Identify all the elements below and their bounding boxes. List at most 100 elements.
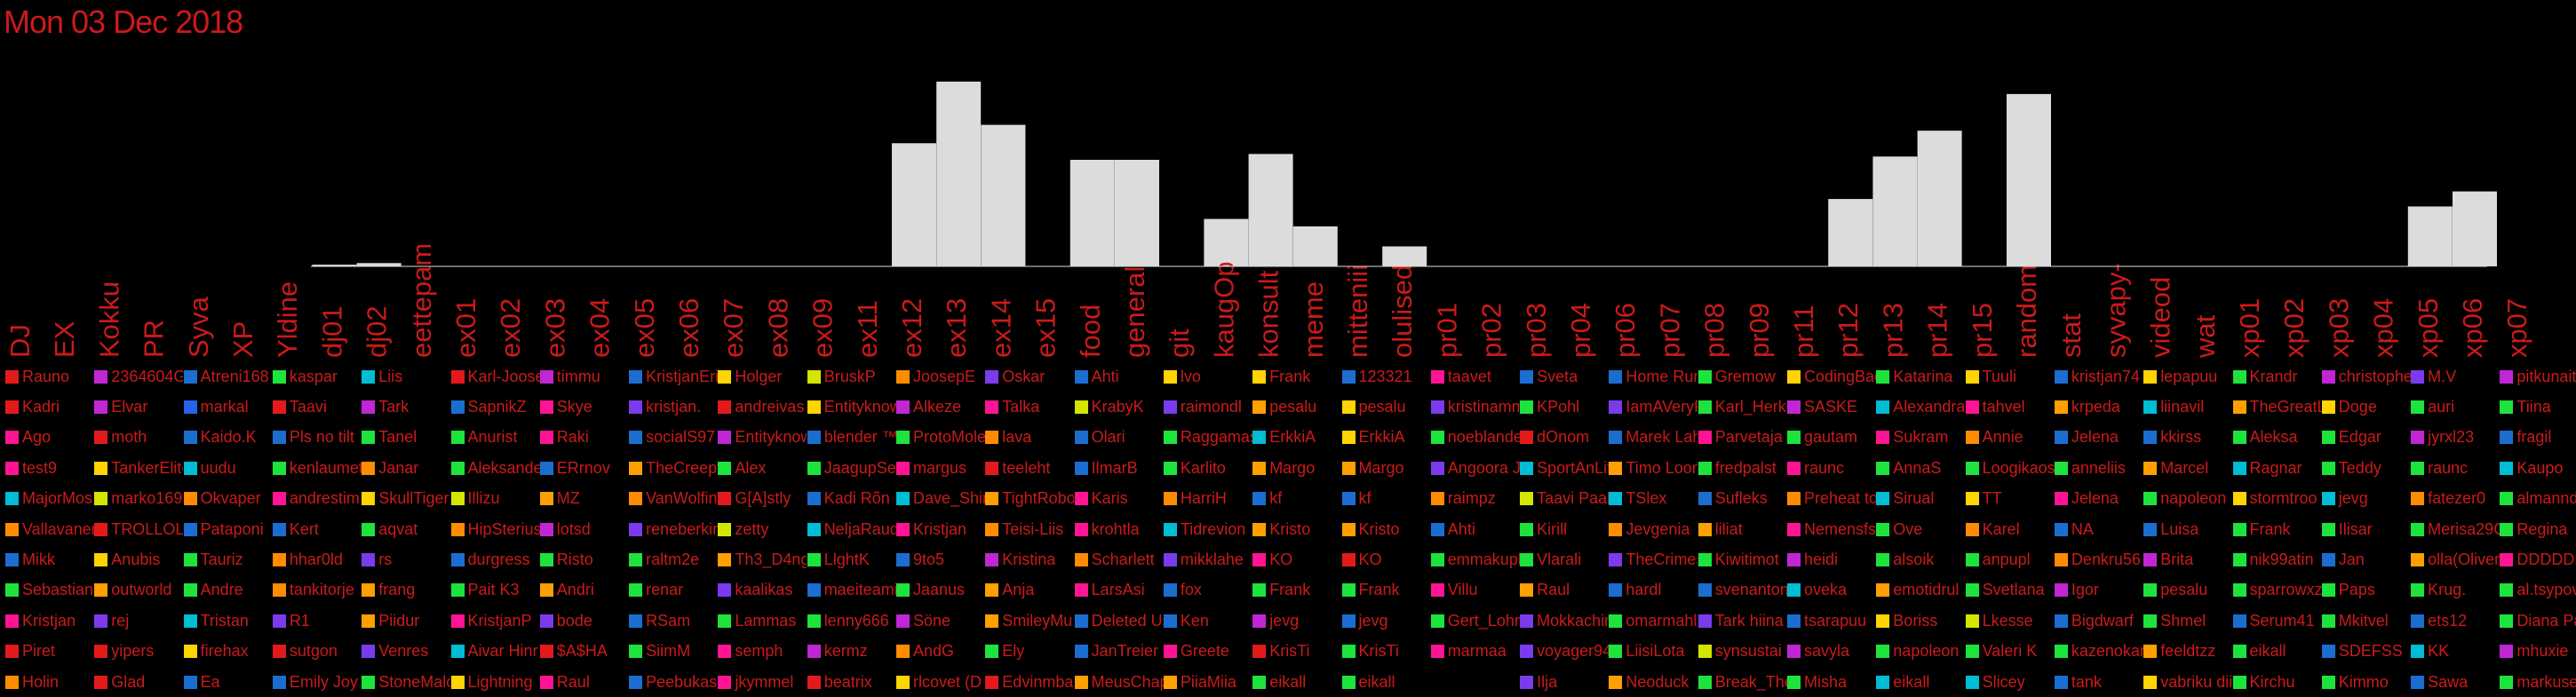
legend-swatch [1876,431,1890,445]
legend-label: Shmel [2160,611,2206,630]
legend-swatch [1609,614,1623,628]
legend-item: Sebastian [5,575,94,606]
legend-swatch [183,461,197,475]
legend-item: raimpz [1430,484,1520,514]
legend-item: fatezer0 [2411,484,2500,514]
legend-swatch [2143,645,2158,659]
legend-item: Emily Joy [272,667,362,697]
legend-label: SportAnLife [1537,458,1609,477]
legend-swatch [1074,645,1088,659]
legend-item: Margo [1252,453,1341,483]
legend-item: Frank [1341,575,1431,606]
legend-swatch [1965,522,1979,536]
legend-swatch [539,522,553,536]
legend-swatch [1787,369,1801,384]
legend-item: Lammas [718,606,807,636]
legend-item: blender ™ [807,423,896,453]
legend-swatch [807,369,821,384]
legend-swatch [718,431,732,445]
legend-label: Andre [200,581,243,599]
legend-swatch [2500,675,2514,689]
legend-swatch [2054,614,2068,628]
legend-item: Kirchu [2232,667,2322,697]
legend-item: G[A]stly [718,484,807,514]
legend-swatch [1876,522,1890,536]
legend-item: Slicey [1965,667,2055,697]
legend-swatch [2054,675,2068,689]
bar-pr12 [1828,199,1873,266]
legend-item: synsustai [1697,637,1787,667]
legend-item: KO [1341,544,1431,574]
legend-item: sparrowxz [2232,575,2322,606]
legend-label: Kristo [1358,519,1400,538]
legend-swatch [1341,645,1356,659]
legend-swatch [539,431,553,445]
legend-item: Edvinmbal [985,667,1074,697]
legend-item: rs [362,544,450,574]
legend-item: Tanel [362,423,450,453]
legend-swatch [807,614,821,628]
legend-label: Parvetaja [1714,428,1783,447]
legend-swatch [5,583,19,598]
legend-label: marmaa [1447,642,1507,661]
legend-item: Liis [362,361,450,392]
legend-item: hardl [1609,575,1697,606]
legend-label: pesalu [1358,397,1406,416]
legend-item: R1 [272,606,362,636]
legend-label: Kadri [22,397,60,416]
legend-item: Tark hiina [1697,606,1787,636]
legend-swatch [1965,492,1979,506]
legend-swatch [1787,675,1801,689]
legend-label: lenny666 [823,611,889,630]
legend-label: fredpalst [1714,458,1777,477]
legend-label: Skye [556,397,592,416]
legend-label: Serum41 [2249,611,2315,630]
legend-item: Ea [183,667,273,697]
legend-label: kaalikas [735,581,793,599]
legend-swatch [2054,583,2068,598]
legend-swatch [718,614,732,628]
legend-swatch [807,522,821,536]
legend-label: Tauriz [200,550,243,568]
category-label: kaugOp [1208,261,1239,358]
legend-item: Kristina [985,544,1074,574]
legend-label: Boriss [1893,611,1938,630]
legend-swatch [1520,552,1534,566]
legend-swatch [362,614,376,628]
legend-label: olla(Oliver [2428,550,2500,568]
legend-item: Marek Lah [1609,423,1697,453]
legend-label: Glad [111,672,146,691]
legend-swatch [1965,614,1979,628]
legend-label: Annie [1982,428,2023,447]
legend-item: test9 [5,453,94,483]
legend-label: Svetlana [1982,581,2045,599]
legend-item: HarriH [1163,484,1252,514]
legend-label: maeiteami [823,581,896,599]
legend-swatch [2500,492,2514,506]
legend-swatch [718,369,732,384]
legend-swatch [896,492,910,506]
legend-label: napoleon [1893,642,1960,661]
legend-label: Raki [556,428,589,447]
legend-swatch [1609,645,1623,659]
legend-item: Holin [5,667,94,697]
legend-item: TheCrimes [1609,544,1697,574]
legend-label: ets12 [2428,611,2468,630]
legend-item: Kristo [1252,514,1341,544]
legend-item: Olari [1074,423,1164,453]
legend-label: sutgon [289,642,338,661]
legend-label: Atreni168 [200,367,269,385]
legend-item: anneliis [2054,453,2143,483]
legend-item: Aleksa [2232,423,2322,453]
legend-label: Holger [735,367,783,385]
legend-item: Piidur [362,606,450,636]
legend-label: mhuxie [2516,642,2569,661]
legend-item: KrisTi [1252,637,1341,667]
legend-label: Pls no tilt [289,428,354,447]
legend-label: Kiwitimot [1714,550,1779,568]
legend-label: PiiaMiia [1180,672,1236,691]
category-label: syvapy- [2100,263,2131,358]
legend-item: rlcovet (D [896,667,985,697]
legend-item: Brita [2143,544,2232,574]
legend-item: alsoik [1876,544,1965,574]
